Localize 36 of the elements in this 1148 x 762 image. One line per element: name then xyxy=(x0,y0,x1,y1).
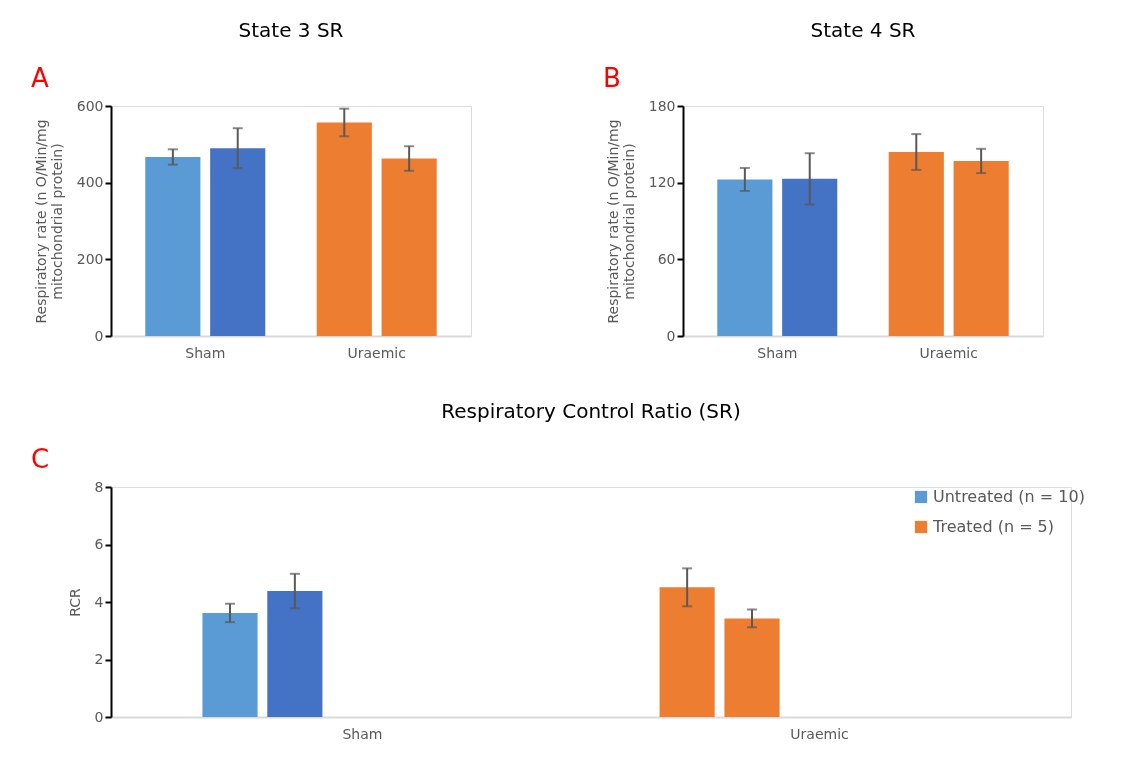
bar xyxy=(717,179,773,336)
bar xyxy=(202,612,258,717)
text: C xyxy=(31,444,50,474)
y-axis-title: Respiratory rate (n O/Min/mg mitochondrial protein) xyxy=(32,119,65,324)
x-tick-label: Sham xyxy=(342,725,383,742)
chart-title: State 3 SR xyxy=(238,18,344,42)
y-tick-label: 0 xyxy=(94,327,104,344)
y-tick-label: 180 xyxy=(648,97,676,114)
bar xyxy=(267,591,323,717)
y-tick-label: 0 xyxy=(94,708,104,725)
y-tick-label: 200 xyxy=(76,250,104,267)
y-tick-label: 600 xyxy=(76,97,104,114)
y-tick-label: 8 xyxy=(94,478,104,495)
y-tick-label: 60 xyxy=(657,250,676,267)
x-tick-label: Uraemic xyxy=(919,344,978,361)
bar xyxy=(210,148,266,336)
y-axis-title: Respiratory rate (n O/Min/mg mitochondrial protein) xyxy=(604,119,637,324)
legend-label: Treated (n = 5) xyxy=(932,517,1055,536)
text: A xyxy=(31,63,49,93)
legend-label: Untreated (n = 10) xyxy=(933,487,1085,506)
bar xyxy=(145,156,201,336)
y-tick-label: 120 xyxy=(648,174,676,191)
y-tick-label: 400 xyxy=(76,174,104,191)
chart-title: Respiratory Control Ratio (SR) xyxy=(441,399,741,423)
chart-title: State 4 SR xyxy=(810,18,916,42)
y-tick-label: 6 xyxy=(94,536,104,552)
x-tick-label: Sham xyxy=(757,344,798,361)
x-tick-label: Sham xyxy=(185,344,226,361)
y-axis-title: RCR xyxy=(66,587,83,617)
bar xyxy=(782,178,838,336)
text: B xyxy=(603,63,621,93)
y-tick-label: 4 xyxy=(94,593,104,610)
y-tick-label: 2 xyxy=(94,651,104,667)
x-tick-label: Uraemic xyxy=(347,344,406,361)
x-tick-label: Uraemic xyxy=(790,725,849,742)
y-tick-label: 0 xyxy=(666,327,676,344)
